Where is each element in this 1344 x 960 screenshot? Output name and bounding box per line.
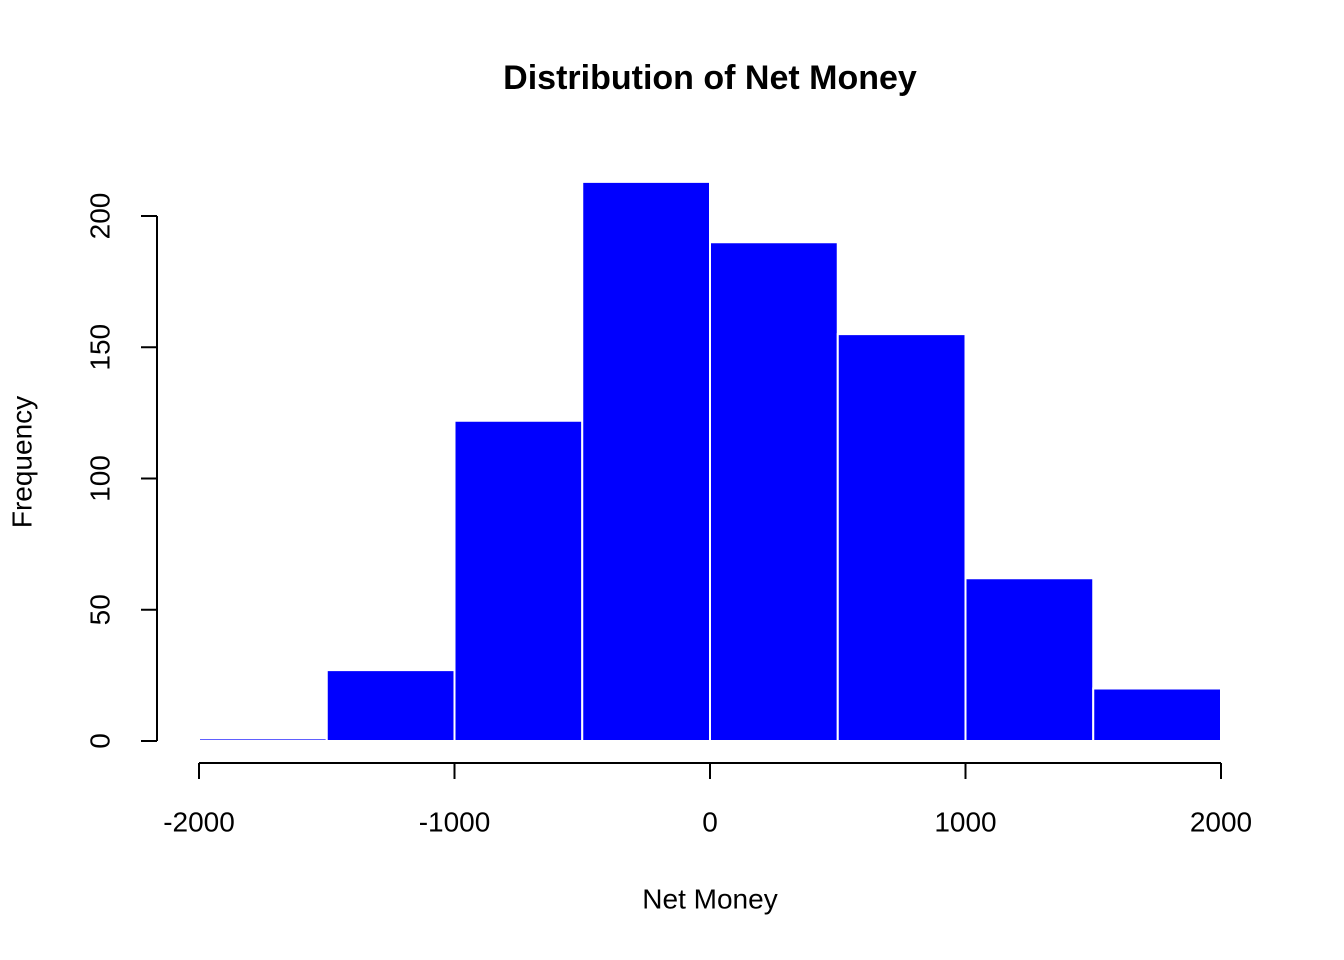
x-tick-label: -1000 — [419, 806, 491, 837]
x-tick-label: 2000 — [1190, 806, 1252, 837]
bar — [325, 669, 456, 742]
x-axis-label: Net Money — [642, 883, 777, 914]
x-tick-label: -2000 — [163, 806, 235, 837]
x-tick-label: 0 — [702, 806, 718, 837]
y-axis-label: Frequency — [6, 396, 37, 528]
y-tick-label: 200 — [84, 193, 115, 240]
bar — [836, 333, 967, 742]
y-tick-label: 100 — [84, 455, 115, 502]
bar — [1092, 687, 1222, 742]
bar — [964, 577, 1095, 742]
x-tick-label: 1000 — [934, 806, 996, 837]
bar — [453, 419, 584, 742]
bar — [581, 180, 711, 742]
bar — [198, 737, 328, 742]
bar — [709, 241, 839, 742]
chart-title: Distribution of Net Money — [503, 59, 917, 97]
y-tick-label: 50 — [84, 594, 115, 625]
y-tick-label: 0 — [84, 733, 115, 749]
y-tick-label: 150 — [84, 324, 115, 371]
